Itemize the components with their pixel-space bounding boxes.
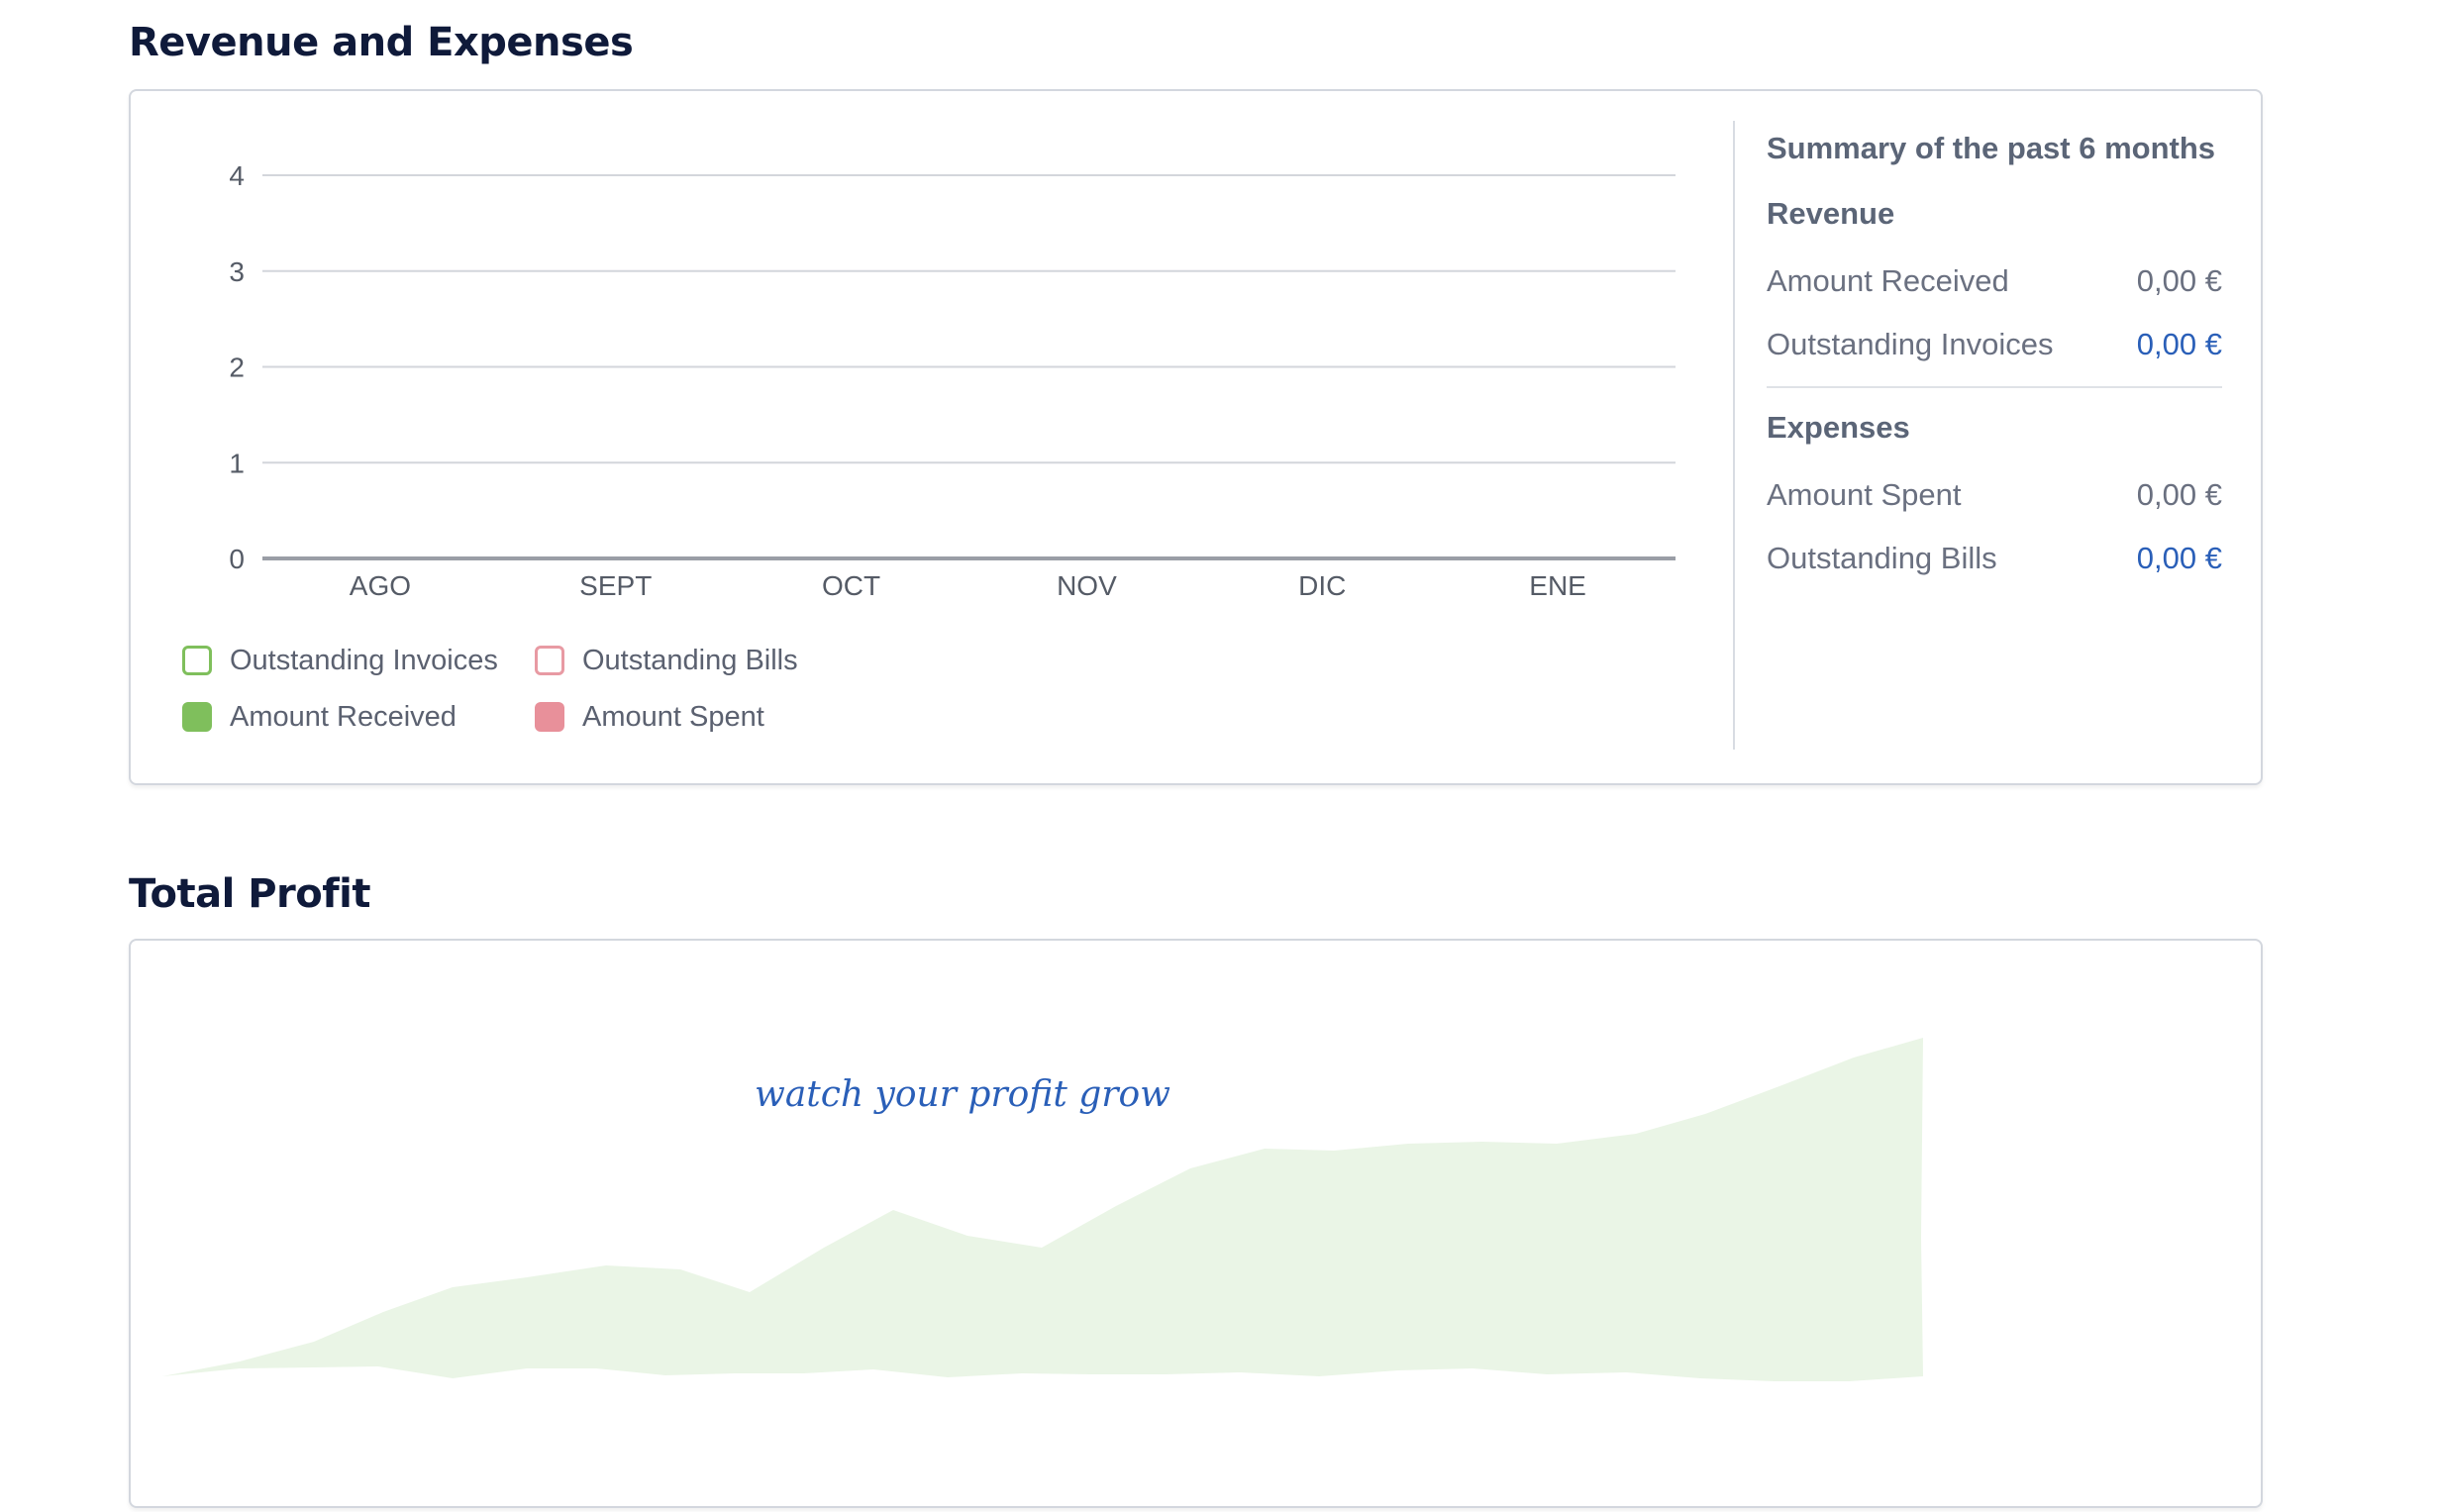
legend-label: Amount Spent [582, 700, 764, 733]
summary-expenses-title: Expenses [1767, 410, 1910, 445]
revenue-expenses-title: Revenue and Expenses [129, 20, 634, 65]
profit-caption: watch your profit grow [755, 1074, 1170, 1115]
y-tick-label: 0 [229, 544, 245, 574]
profit-illustration [162, 1038, 1923, 1381]
legend-outstanding-bills[interactable]: Outstanding Bills [535, 641, 798, 680]
summary-heading: Summary of the past 6 months [1767, 131, 2216, 165]
legend-swatch-amount-spent [535, 702, 564, 732]
legend-amount-received[interactable]: Amount Received [182, 697, 457, 737]
x-tick-label: SEPT [579, 570, 652, 601]
summary-divider [1733, 121, 1735, 750]
summary-value: 0,00 € [2136, 263, 2222, 298]
chart-legend: Outstanding Invoices Outstanding Bills A… [182, 641, 875, 769]
summary-label: Outstanding Invoices [1767, 327, 2054, 361]
x-tick-label: DIC [1298, 570, 1346, 601]
outstanding-bills-link[interactable]: 0,00 € [2136, 541, 2222, 575]
summary-row-amount-received: Amount Received 0,00 € [1767, 250, 2222, 313]
outstanding-invoices-link[interactable]: 0,00 € [2136, 327, 2222, 361]
summary-label: Amount Spent [1767, 477, 1962, 512]
y-tick-label: 2 [229, 353, 245, 383]
summary-revenue-title: Revenue [1767, 196, 1895, 231]
revenue-expenses-card: 0 1 2 3 4 AGO SEPT OCT NOV DIC ENE Outstanding Inv… [129, 89, 2263, 785]
x-tick-label: AGO [350, 570, 411, 601]
x-tick-label: OCT [822, 570, 880, 601]
summary-value: 0,00 € [2136, 477, 2222, 512]
y-tick-label: 1 [229, 448, 245, 478]
legend-swatch-outstanding-bills [535, 646, 564, 675]
legend-outstanding-invoices[interactable]: Outstanding Invoices [182, 641, 498, 680]
summary-label: Outstanding Bills [1767, 541, 1997, 575]
summary-row-outstanding-invoices: Outstanding Invoices 0,00 € [1767, 313, 2222, 376]
legend-amount-spent[interactable]: Amount Spent [535, 697, 764, 737]
legend-swatch-amount-received [182, 702, 212, 732]
legend-swatch-outstanding-invoices [182, 646, 212, 675]
summary-label: Amount Received [1767, 263, 2009, 298]
summary-row-outstanding-bills: Outstanding Bills 0,00 € [1767, 527, 2222, 590]
summary-row-amount-spent: Amount Spent 0,00 € [1767, 463, 2222, 527]
legend-label: Amount Received [230, 700, 457, 733]
summary-panel: Summary of the past 6 months Revenue Amo… [1767, 131, 2222, 590]
legend-label: Outstanding Invoices [230, 644, 498, 676]
x-tick-label: NOV [1057, 570, 1117, 601]
total-profit-title: Total Profit [129, 871, 370, 917]
x-tick-label: ENE [1529, 570, 1586, 601]
summary-separator [1767, 386, 2222, 388]
legend-label: Outstanding Bills [582, 644, 798, 676]
revenue-expenses-chart: 0 1 2 3 4 AGO SEPT OCT NOV DIC ENE [229, 160, 1676, 601]
y-tick-label: 4 [229, 160, 245, 191]
profit-area-shape [162, 1038, 1923, 1381]
total-profit-card: watch your profit grow [129, 939, 2263, 1508]
y-tick-label: 3 [229, 256, 245, 287]
